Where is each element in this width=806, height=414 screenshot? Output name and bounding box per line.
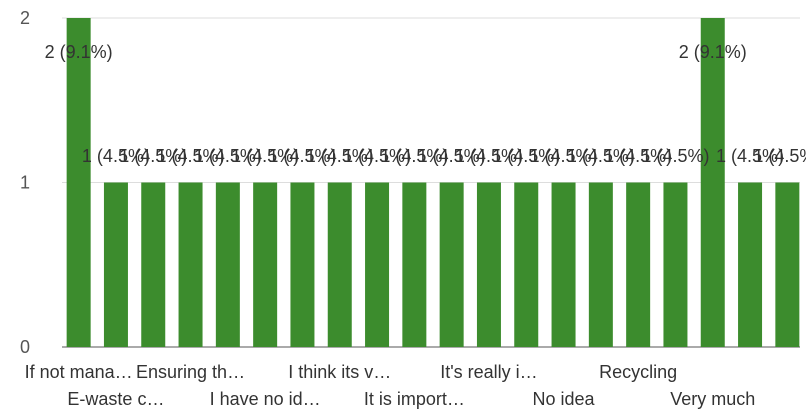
bar [439,182,464,347]
bars [66,18,800,347]
bar [141,182,166,347]
data-label: 1 (4.5%) [604,146,672,166]
bar [178,182,203,347]
data-label: 1 (4.5%) [82,146,150,166]
x-axis-labels: If not mana… E-waste c… Ensuring th… I have… [25,362,756,409]
bar [775,182,800,347]
y-axis-ticks: 0 1 2 [20,8,30,357]
x-axis-label: E-waste c… [67,389,164,409]
data-label: 1 (4.5%) [119,146,187,166]
data-label: 1 (4.5%) [157,146,225,166]
x-axis-label: It's really i… [440,362,537,382]
data-label: 1 (4.5%) [567,146,635,166]
bar [103,182,128,347]
bar [66,18,91,347]
data-label: 1 (4.5%) [753,146,806,166]
x-axis-label: I have no id… [210,389,321,409]
data-label: 1 (4.5%) [716,146,784,166]
bar [626,182,651,347]
bar [215,182,240,347]
data-label: 1 (4.5%) [343,146,411,166]
data-label: 2 (9.1%) [45,42,113,62]
data-label: 1 (4.5%) [455,146,523,166]
bar [476,182,501,347]
bar [514,182,539,347]
bar [253,182,278,347]
bar [402,182,427,347]
x-axis-label: Ensuring th… [136,362,245,382]
data-label: 1 (4.5%) [306,146,374,166]
data-label: 1 (4.5%) [380,146,448,166]
bar [738,182,763,347]
x-axis-label: No idea [533,389,596,409]
x-axis-label: It is import… [364,389,465,409]
y-tick-label: 2 [20,8,30,28]
x-axis-label: If not mana… [25,362,133,382]
y-tick-label: 0 [20,337,30,357]
bar [700,18,725,347]
data-label: 1 (4.5%) [492,146,560,166]
bar [290,182,315,347]
bar [327,182,352,347]
data-label: 1 (4.5%) [530,146,598,166]
data-label: 1 (4.5%) [231,146,299,166]
x-axis-label: Recycling [599,362,677,382]
y-tick-label: 1 [20,173,30,193]
x-axis-label: I think its v… [288,362,391,382]
x-axis-label: Very much [670,389,755,409]
data-label: 1 (4.5%) [194,146,262,166]
bar [663,182,688,347]
data-labels: 2 (9.1%)1 (4.5%)1 (4.5%)1 (4.5%)1 (4.5%)… [45,42,806,166]
data-label: 1 (4.5%) [268,146,336,166]
grid-lines [62,17,800,348]
bar [365,182,390,347]
data-label: 1 (4.5%) [641,146,709,166]
bar [551,182,576,347]
bar [588,182,613,347]
data-label: 1 (4.5%) [418,146,486,166]
data-label: 2 (9.1%) [679,42,747,62]
